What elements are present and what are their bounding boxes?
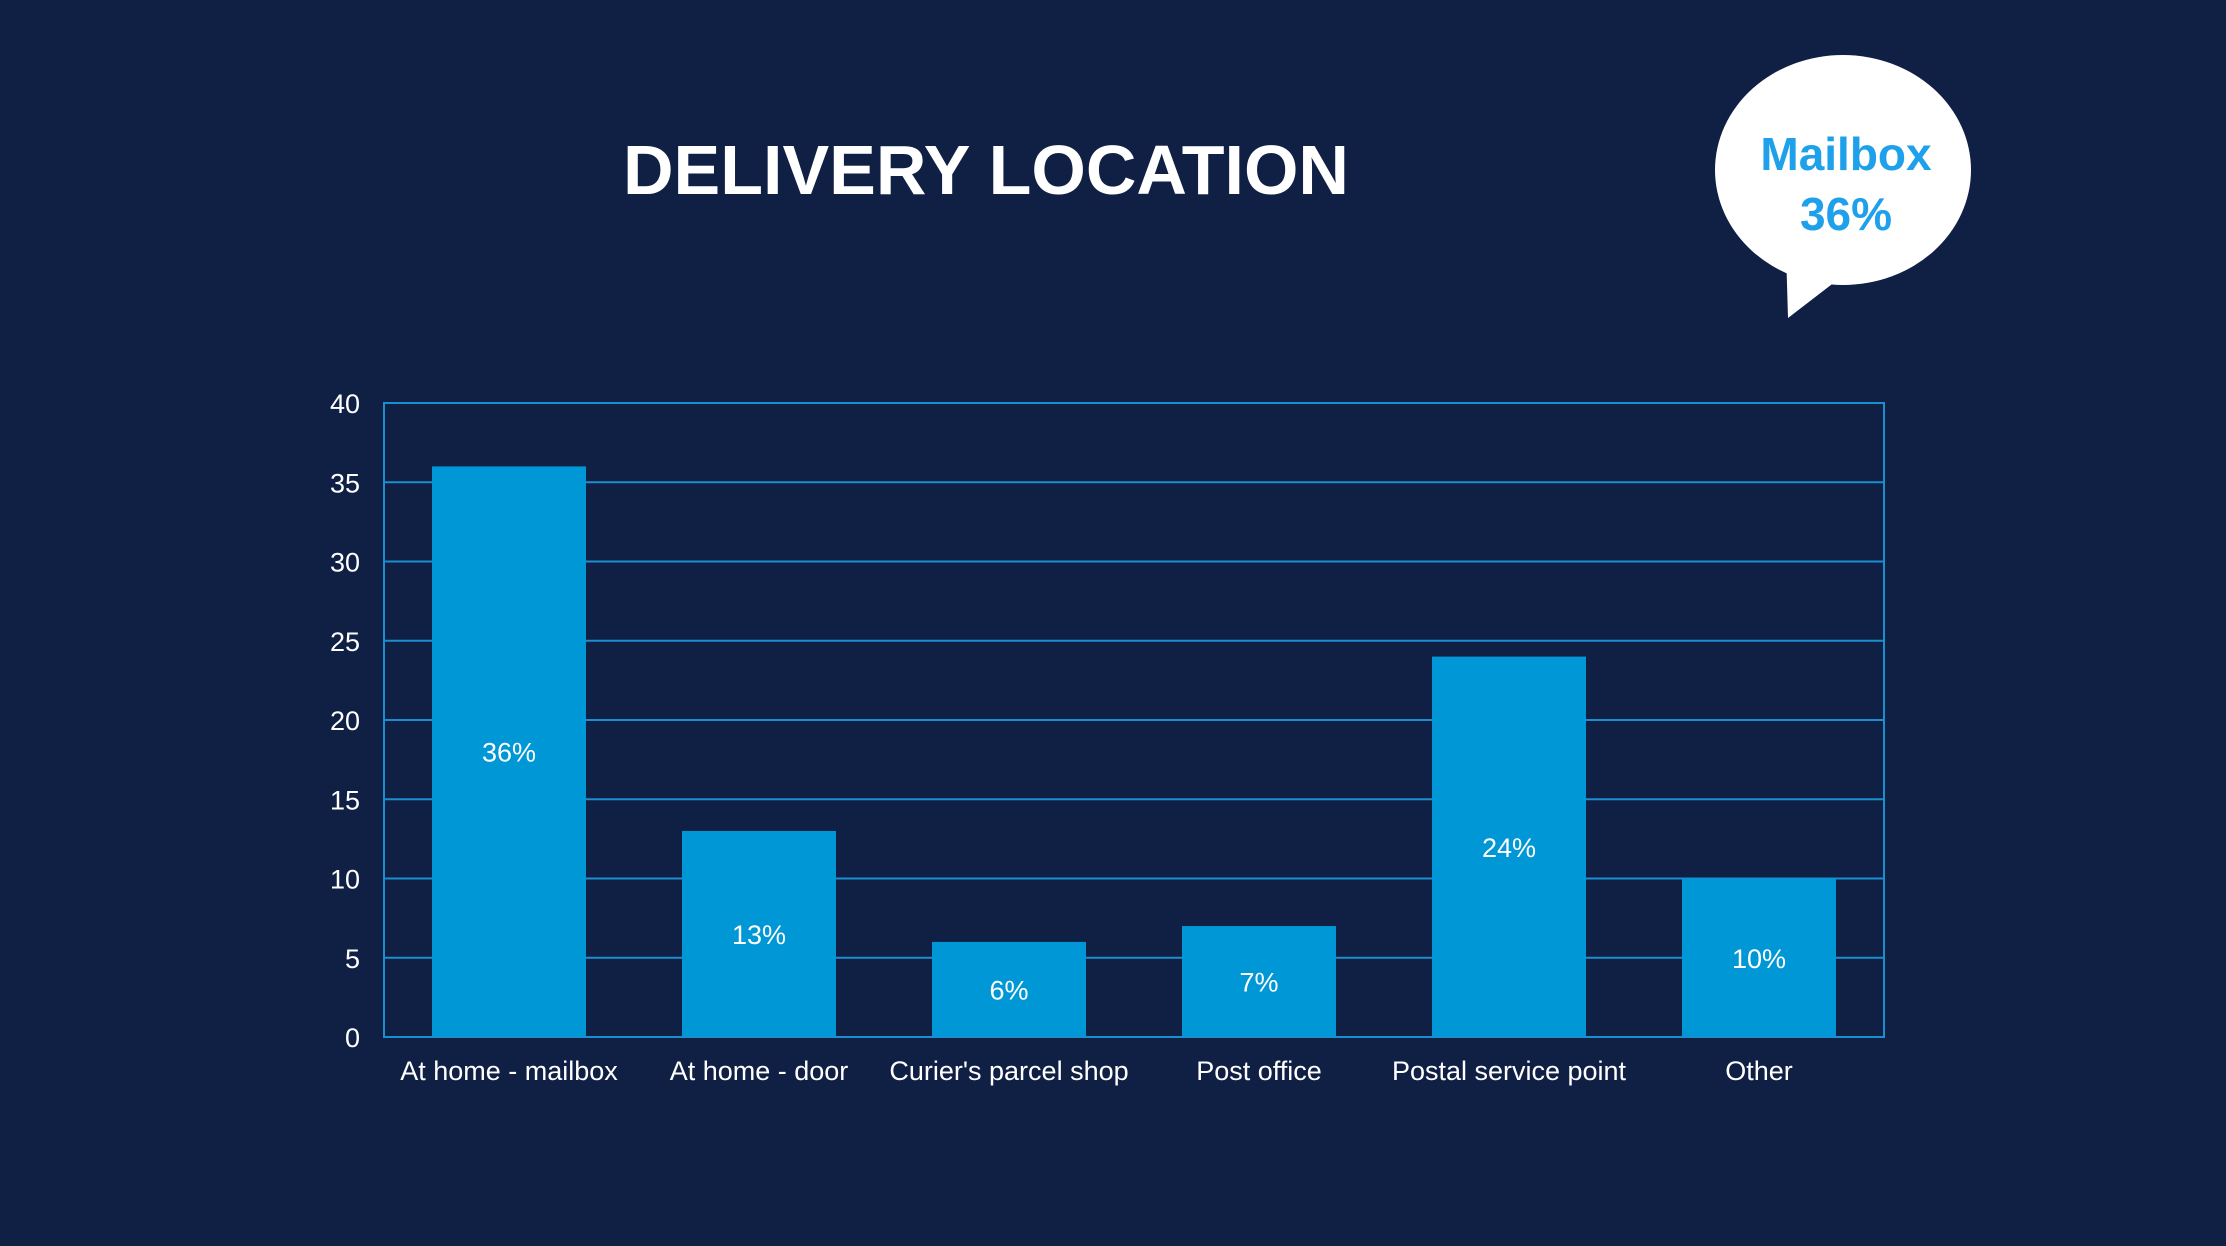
bar-data-label: 6% [989, 975, 1028, 1005]
x-axis-ticks: At home - mailbox At home - door Curier's … [400, 1056, 1793, 1086]
y-tick-label: 0 [345, 1023, 360, 1053]
page-title: DELIVERY LOCATION [623, 131, 1349, 209]
bar [682, 830, 836, 1037]
y-tick-label: 20 [330, 706, 360, 736]
bar-data-label: 24% [1482, 833, 1536, 863]
callout-text: Mailbox 36% [1716, 124, 1976, 244]
bar [1682, 878, 1836, 1037]
bar-data-label: 10% [1732, 944, 1786, 974]
y-axis-ticks: 0 5 10 15 20 25 30 35 40 [330, 389, 360, 1053]
bar [432, 466, 586, 1037]
y-tick-label: 15 [330, 785, 360, 815]
x-tick-label: Other [1725, 1056, 1793, 1086]
y-tick-label: 10 [330, 865, 360, 895]
y-tick-label: 40 [330, 389, 360, 419]
bar-data-label: 36% [482, 738, 536, 768]
y-tick-label: 30 [330, 548, 360, 578]
bar-data-label: 13% [732, 920, 786, 950]
y-tick-label: 25 [330, 627, 360, 657]
x-tick-label: At home - mailbox [400, 1056, 618, 1086]
x-tick-label: Post office [1196, 1056, 1322, 1086]
bar [1182, 926, 1336, 1037]
callout-line-2: 36% [1799, 188, 1893, 240]
x-tick-label: Curier's parcel shop [889, 1056, 1128, 1086]
x-tick-label: At home - door [670, 1056, 849, 1086]
y-tick-label: 35 [330, 468, 360, 498]
x-tick-label: Postal service point [1392, 1056, 1627, 1086]
speech-bubble-icon [1715, 55, 1971, 318]
grid-lines [384, 402, 1884, 1038]
bar [932, 941, 1086, 1037]
plot-frame [383, 402, 1885, 1038]
bar-data-label: 7% [1239, 968, 1278, 998]
y-tick-label: 5 [345, 944, 360, 974]
data-labels: 36% 13% 6% 7% 24% 10% [482, 738, 1786, 1006]
bar [1432, 656, 1586, 1037]
callout-line-1: Mailbox [1760, 128, 1932, 180]
bars [432, 466, 1836, 1037]
